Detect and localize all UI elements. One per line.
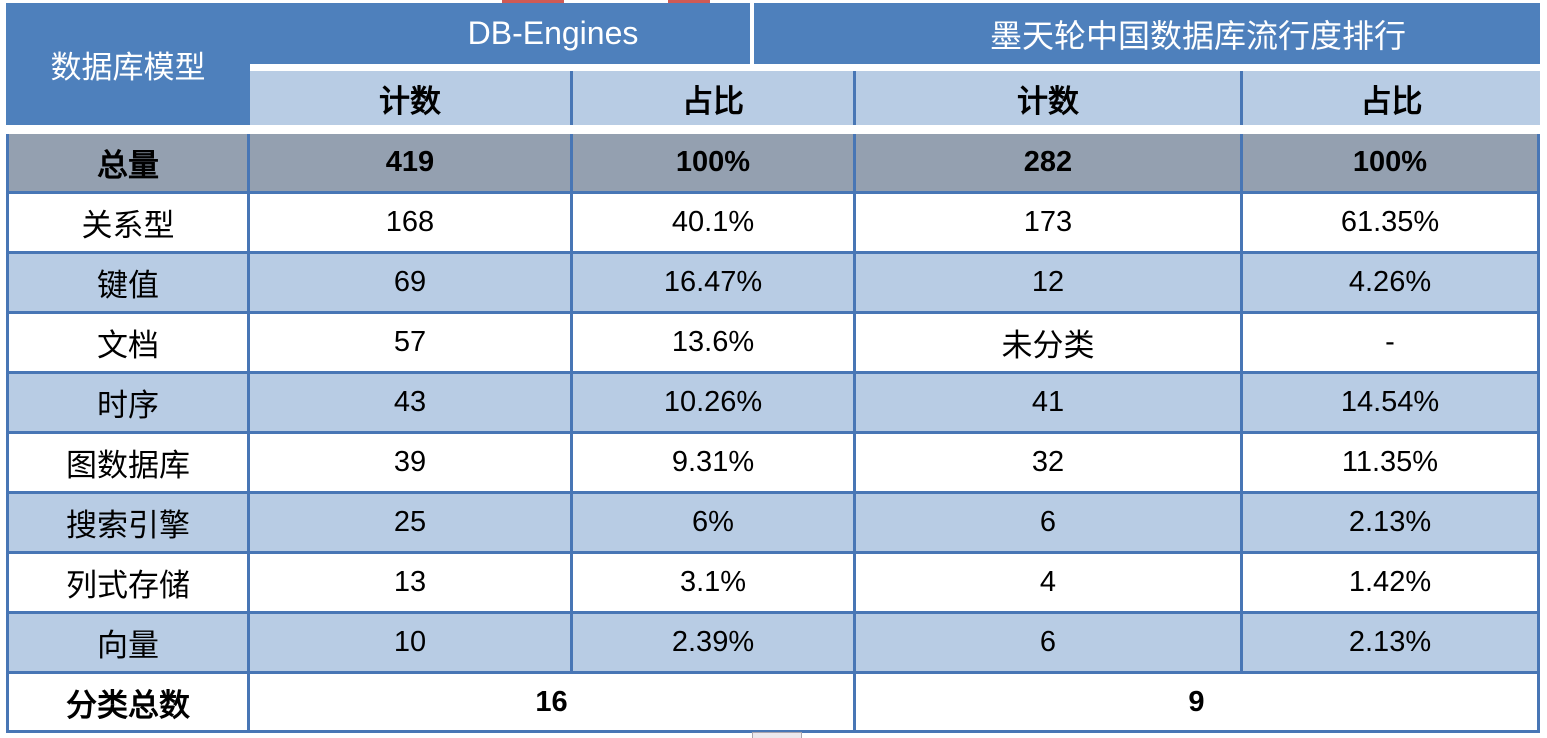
- row-label: 向量: [9, 614, 250, 671]
- cell-db-share: 2.39%: [573, 614, 856, 671]
- header-gap: [250, 64, 1540, 71]
- table-row-category-total: 分类总数 16 9: [6, 674, 1540, 733]
- row-label: 文档: [9, 314, 250, 371]
- table-row: 图数据库 39 9.31% 32 11.35%: [6, 434, 1540, 494]
- cell-modb-count: 12: [856, 254, 1243, 311]
- table-row: 文档 57 13.6% 未分类 -: [6, 314, 1540, 374]
- cell-db-share: 13.6%: [573, 314, 856, 371]
- cell-db-category-count: 16: [250, 674, 856, 730]
- table-row-total: 总量 419 100% 282 100%: [6, 134, 1540, 194]
- horizontal-scrollbar-thumb[interactable]: [752, 732, 802, 738]
- cell-modb-share: 11.35%: [1341, 446, 1439, 478]
- cell-modb-count: 41: [856, 374, 1243, 431]
- row-label: 图数据库: [9, 434, 250, 491]
- cell-modb-share: 61.35%: [1340, 206, 1440, 238]
- comparison-table: 数据库模型 DB-Engines 墨天轮中国数据库流行度排行 计数 占比 计数 …: [6, 3, 1540, 733]
- cell-db-count: 57: [250, 314, 573, 371]
- corner-header: 数据库模型: [6, 3, 250, 125]
- row-label: 总量: [9, 134, 250, 191]
- subheader-share-db: 占比: [573, 71, 856, 125]
- cell-db-count: 69: [250, 254, 573, 311]
- group-header-modb: 墨天轮中国数据库流行度排行: [989, 17, 1406, 54]
- cell-db-share: 100%: [573, 134, 856, 191]
- row-label: 搜索引擎: [9, 494, 250, 551]
- cell-db-share: 3.1%: [573, 554, 856, 611]
- table-row: 关系型 168 40.1% 173 61.35%: [6, 194, 1540, 254]
- cell-db-count: 25: [250, 494, 573, 551]
- subheader-row: 计数 占比 计数 占比: [250, 71, 1540, 125]
- cell-db-count: 13: [250, 554, 573, 611]
- cell-db-count: 43: [250, 374, 573, 431]
- cell-db-share: 6%: [573, 494, 856, 551]
- row-label: 关系型: [9, 194, 250, 251]
- table-row: 向量 10 2.39% 6 2.13%: [6, 614, 1540, 674]
- cell-modb-share: 100%: [1352, 146, 1428, 178]
- cell-modb-share: 1.42%: [1348, 566, 1432, 598]
- cell-db-share: 40.1%: [573, 194, 856, 251]
- cell-modb-count: 282: [856, 134, 1243, 191]
- cell-modb-count: 4: [856, 554, 1243, 611]
- subheader-share-modb: 占比: [1360, 83, 1423, 119]
- cell-modb-count: 未分类: [856, 314, 1243, 371]
- cell-modb-share: -: [1385, 326, 1395, 358]
- group-header-divider: [750, 3, 754, 64]
- cell-modb-count: 173: [856, 194, 1243, 251]
- group-header-db-engines: DB-Engines: [467, 15, 639, 51]
- cell-modb-count: 6: [856, 614, 1243, 671]
- header-body-gap: [6, 125, 1540, 134]
- subheader-count-modb: 计数: [856, 71, 1243, 125]
- crop-artifact-red-dash: [668, 0, 710, 3]
- cell-modb-share: 14.54%: [1340, 386, 1440, 418]
- table-header: 数据库模型 DB-Engines 墨天轮中国数据库流行度排行 计数 占比 计数 …: [6, 3, 1540, 125]
- row-label: 键值: [9, 254, 250, 311]
- cell-db-share: 16.47%: [573, 254, 856, 311]
- row-label: 分类总数: [9, 674, 250, 730]
- cell-modb-count: 6: [856, 494, 1243, 551]
- cell-modb-count: 32: [856, 434, 1243, 491]
- cell-modb-share: 2.13%: [1348, 626, 1432, 658]
- cell-db-share: 9.31%: [573, 434, 856, 491]
- cell-db-count: 39: [250, 434, 573, 491]
- row-label: 时序: [9, 374, 250, 431]
- cell-modb-category-count: 9: [1188, 685, 1205, 718]
- cell-modb-share: 4.26%: [1348, 266, 1432, 298]
- crop-artifact-red-dash: [502, 0, 564, 3]
- table-row: 时序 43 10.26% 41 14.54%: [6, 374, 1540, 434]
- header-right: DB-Engines 墨天轮中国数据库流行度排行 计数 占比 计数 占比: [250, 3, 1540, 125]
- cell-db-count: 168: [250, 194, 573, 251]
- cell-db-count: 10: [250, 614, 573, 671]
- cell-db-count: 419: [250, 134, 573, 191]
- cell-db-share: 10.26%: [573, 374, 856, 431]
- group-header-row: DB-Engines 墨天轮中国数据库流行度排行: [250, 3, 1540, 64]
- subheader-count-db: 计数: [250, 71, 573, 125]
- table-row: 搜索引擎 25 6% 6 2.13%: [6, 494, 1540, 554]
- table-row: 列式存储 13 3.1% 4 1.42%: [6, 554, 1540, 614]
- row-label: 列式存储: [9, 554, 250, 611]
- cell-modb-share: 2.13%: [1348, 506, 1432, 538]
- table-row: 键值 69 16.47% 12 4.26%: [6, 254, 1540, 314]
